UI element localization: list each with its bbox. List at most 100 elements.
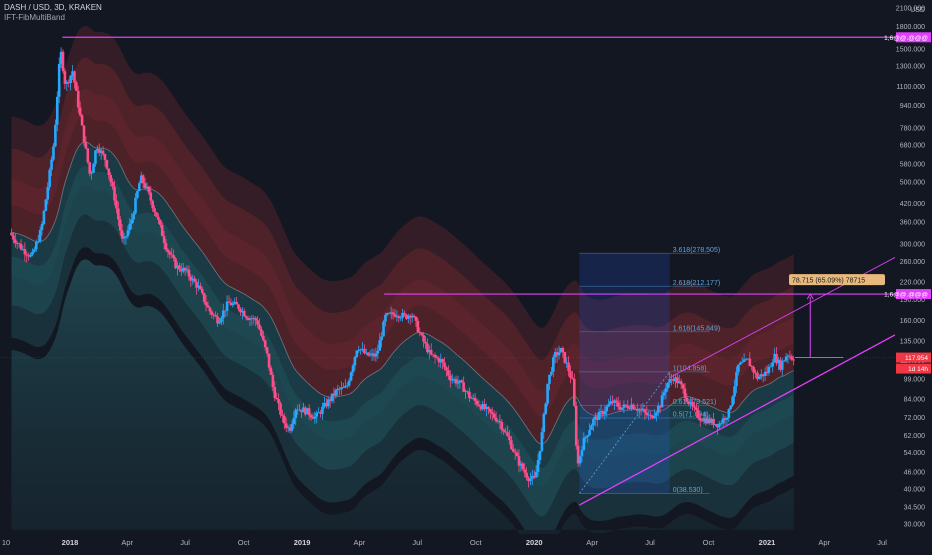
candle-body [462, 382, 465, 392]
candle-body [189, 276, 193, 281]
candle-body [111, 182, 114, 187]
candle-body [487, 406, 490, 410]
candle-body [61, 51, 65, 72]
candle-body [99, 150, 103, 153]
price-countdown-badge-bg [896, 363, 931, 374]
candle-body [138, 183, 141, 192]
candle-body [626, 405, 630, 409]
candle-body [281, 414, 284, 416]
candle-body [338, 388, 341, 390]
candle-body [326, 399, 330, 407]
candle-body [448, 375, 452, 381]
candle-body [206, 305, 210, 308]
candle-body [382, 321, 385, 337]
candle-body [134, 197, 137, 214]
candle-body [676, 377, 679, 384]
candle-body [460, 380, 464, 383]
candle-body [635, 409, 639, 411]
candle-body [519, 463, 523, 466]
candle-body [290, 424, 294, 431]
candle-body [607, 404, 610, 407]
candle-body [752, 366, 755, 373]
candle-body [10, 232, 13, 236]
candle-body [439, 359, 443, 363]
candle-body [664, 388, 668, 393]
candle-body [17, 243, 21, 245]
candle-body [284, 423, 288, 428]
time-tick-label: Apr [586, 538, 598, 547]
candle-body [389, 312, 393, 314]
candle-body [256, 320, 259, 325]
candle-body [250, 318, 254, 320]
candle-body [19, 243, 23, 250]
candle-body [765, 371, 769, 374]
top-level-badge-bg [896, 32, 931, 43]
candle-body [69, 75, 72, 84]
candle-body [36, 241, 40, 243]
candle-body [714, 424, 717, 426]
candle-body [712, 418, 715, 426]
candle-body [414, 316, 418, 321]
price-tick-label: 1300.000 [896, 64, 925, 71]
candle-body [416, 320, 420, 333]
candle-body [458, 380, 462, 383]
price-tick-label: 99.000 [904, 376, 926, 383]
candle-body [656, 406, 660, 413]
candle-body [50, 159, 53, 170]
candle-body [475, 400, 479, 405]
candle-body [330, 393, 334, 401]
candle-body [464, 391, 467, 393]
candle-body [740, 361, 744, 363]
candle-body [332, 393, 336, 396]
candle-body [422, 334, 425, 342]
candle-body [143, 183, 147, 189]
price-tick-label: 34.500 [904, 504, 926, 511]
candle-body [780, 361, 784, 370]
candle-body [368, 354, 372, 356]
candle-body [122, 237, 126, 239]
candle-body [723, 418, 727, 420]
candle-body [441, 359, 444, 363]
current-price-badge-bg [896, 352, 931, 363]
candle-body [479, 405, 483, 410]
candle-body [304, 407, 307, 415]
candle-body [334, 390, 338, 396]
candle-body [361, 348, 364, 350]
candle-body [401, 312, 404, 318]
time-tick-label: Oct [703, 538, 716, 547]
candle-body [242, 310, 246, 317]
candle-body [649, 414, 652, 416]
candle-body [86, 148, 90, 163]
price-tick-label: 1800.000 [896, 24, 925, 31]
candle-body [199, 285, 202, 290]
candle-body [672, 379, 675, 382]
price-tick-label: 940.000 [900, 103, 925, 110]
candle-body [145, 186, 149, 189]
candle-body [561, 347, 565, 353]
candle-body [738, 362, 742, 365]
candle-body [220, 318, 223, 323]
candle-body [677, 381, 681, 384]
candle-body [288, 427, 292, 431]
measure-label-box [789, 274, 885, 286]
upper-band-2 [11, 57, 794, 444]
candle-body [319, 412, 322, 414]
time-tick-label: Apr [354, 538, 366, 547]
time-tick-label: 2020 [526, 538, 543, 547]
candle-body [588, 429, 591, 436]
candle-body [779, 359, 782, 370]
candle-body [658, 406, 662, 408]
candle-body [637, 409, 641, 411]
candle-body [555, 352, 559, 356]
candle-body [527, 477, 530, 482]
candle-body [788, 355, 792, 357]
candle-body [12, 235, 15, 240]
candle-body [262, 335, 265, 341]
candle-body [21, 248, 25, 250]
candle-body [34, 241, 38, 250]
candle-body [771, 362, 775, 367]
candle-body [727, 409, 731, 418]
candle-body [94, 150, 97, 164]
